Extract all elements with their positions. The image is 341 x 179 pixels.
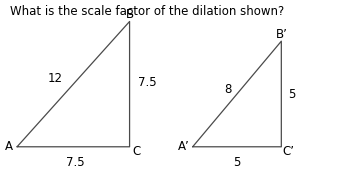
Text: B: B [125,8,134,21]
Text: 7.5: 7.5 [66,156,84,169]
Text: C’: C’ [283,145,295,158]
Text: C: C [132,145,140,158]
Text: B’: B’ [276,28,287,40]
Text: 8: 8 [224,83,232,96]
Text: 12: 12 [48,72,63,85]
Text: A: A [4,140,13,153]
Text: 5: 5 [288,88,296,101]
Text: 5: 5 [233,156,241,169]
Text: What is the scale factor of the dilation shown?: What is the scale factor of the dilation… [10,5,284,18]
Text: A’: A’ [178,140,190,153]
Text: 7.5: 7.5 [138,76,157,89]
